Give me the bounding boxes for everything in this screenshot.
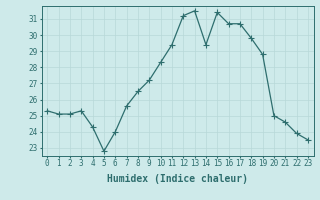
X-axis label: Humidex (Indice chaleur): Humidex (Indice chaleur) bbox=[107, 174, 248, 184]
